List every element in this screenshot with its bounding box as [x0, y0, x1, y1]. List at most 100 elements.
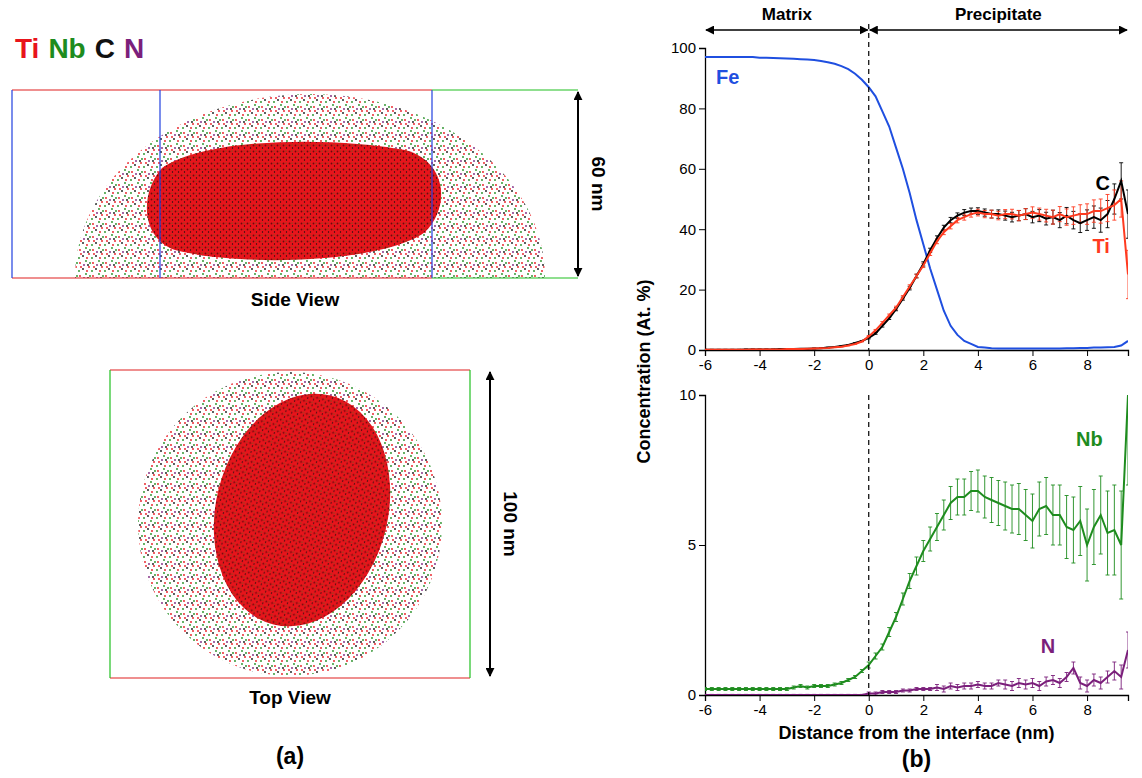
- scale-arrow: [489, 372, 491, 676]
- tick: 8: [1083, 350, 1091, 373]
- matrix-cloud: [138, 372, 442, 676]
- view-frame: [432, 277, 578, 278]
- axis-line: [699, 49, 706, 351]
- series-line: [705, 650, 1128, 695]
- line-chart: -6 -4 -2 0 2 4 6 8 0 5 10 Nb N Distance from the inte…: [679, 305, 1130, 743]
- panel-b: -6-4-202468020406080100FeCTi-6-4-2024680…: [634, 5, 1130, 772]
- tick: 8: [1083, 695, 1091, 718]
- tick: 60: [679, 160, 705, 177]
- series-line: [705, 57, 1128, 348]
- error-bars: [705, 163, 1128, 350]
- interface-line: [868, 395, 869, 695]
- region-label: Matrix: [762, 5, 813, 24]
- tick: 0: [865, 695, 873, 718]
- tick-label: 2: [920, 701, 928, 718]
- tick-mark: [699, 350, 705, 351]
- axis-line: [706, 696, 1129, 702]
- view-frame: [11, 90, 12, 278]
- series-line: [705, 395, 1128, 689]
- x-axis-title: Distance from the interface (nm): [778, 723, 1054, 743]
- tick: -2: [808, 695, 821, 718]
- plot-data: [705, 395, 1128, 695]
- tick: 2: [920, 695, 928, 718]
- panel-letter: (a): [276, 743, 304, 769]
- axis-line: [699, 396, 706, 696]
- element-legend-entry: Ti: [15, 33, 39, 64]
- series-label: Fe: [716, 66, 739, 88]
- precipitate-cloud: [190, 375, 414, 646]
- tick: -6: [699, 350, 712, 373]
- y-axis-title: Concentration (At. %): [634, 280, 654, 464]
- series-label: Nb: [1076, 428, 1103, 450]
- view-frame: [12, 277, 432, 278]
- tick-label: 8: [1083, 701, 1091, 718]
- tick-mark: [699, 108, 705, 109]
- tick-label: -4: [753, 701, 766, 718]
- tick: 10: [679, 386, 705, 403]
- y-axis: 0 5 10: [679, 386, 705, 703]
- interface-line: [868, 24, 869, 350]
- view-frame: [109, 370, 110, 678]
- series-label: N: [1041, 635, 1055, 657]
- tick: 6: [1029, 695, 1037, 718]
- view-frame: [431, 90, 432, 278]
- tick-mark: [699, 395, 705, 396]
- scale-arrow: [577, 92, 579, 276]
- tick-label: 0: [865, 356, 873, 373]
- y-axis: 0 20 40 60 80 100: [671, 39, 706, 358]
- view-title: Top View: [249, 687, 331, 708]
- region-arrow: [706, 29, 868, 31]
- series-label: Ti: [1092, 235, 1109, 257]
- tick-mark: [699, 169, 705, 170]
- tick: 6: [1029, 350, 1037, 373]
- tick: 5: [688, 536, 705, 553]
- tick: 4: [974, 695, 982, 718]
- tick-label: 80: [679, 100, 696, 117]
- element-legend-entry: C: [95, 33, 115, 64]
- tick-label: 5: [688, 536, 696, 553]
- tick: 40: [679, 221, 705, 238]
- tick-label: 6: [1029, 356, 1037, 373]
- region-arrow: [870, 29, 1127, 31]
- tick: 2: [920, 350, 928, 373]
- tick-mark: [699, 229, 705, 230]
- view-frame: [110, 677, 470, 678]
- tick: 100: [671, 39, 705, 56]
- view-title: Side View: [251, 289, 340, 310]
- tick-label: -6: [699, 701, 712, 718]
- tick: 4: [974, 350, 982, 373]
- error-bars: [705, 395, 1128, 691]
- series-line: [705, 199, 1128, 350]
- matrix-cloud: [75, 94, 545, 278]
- x-axis: -6 -4 -2 0 2 4 6 8: [699, 350, 1129, 373]
- region-label: Precipitate: [955, 5, 1042, 24]
- series-label: C: [1095, 172, 1109, 194]
- tick-label: 20: [679, 281, 696, 298]
- tick-label: 60: [679, 160, 696, 177]
- tick-label: -4: [753, 356, 766, 373]
- line-chart: -6-4-202468020406080100FeCTi: [671, 39, 1130, 372]
- tick-mark: [699, 290, 705, 291]
- tick-label: -2: [808, 701, 821, 718]
- element-legend-entry: Nb: [48, 33, 85, 64]
- tick: -6: [699, 695, 712, 718]
- x-axis: -6 -4 -2 0 2 4 6 8: [699, 695, 1129, 718]
- panel-letter: (b): [902, 746, 931, 772]
- plot-data: [705, 57, 1128, 350]
- series-line: [705, 181, 1128, 350]
- tick-mark: [699, 48, 705, 49]
- error-bars: [705, 632, 1128, 695]
- element-legend-entry: N: [124, 33, 144, 64]
- tick-mark: [699, 695, 705, 696]
- tick-label: -2: [808, 356, 821, 373]
- view-frame: [432, 89, 578, 90]
- tick: 0: [688, 341, 705, 358]
- tick-label: 8: [1083, 356, 1091, 373]
- tick-label: 0: [688, 686, 696, 703]
- tick-label: 6: [1029, 701, 1037, 718]
- scale-label: 60 nm: [588, 157, 609, 212]
- view-frame: [469, 370, 470, 678]
- tick-label: 10: [679, 386, 696, 403]
- view-frame: [110, 369, 470, 370]
- tick: -4: [753, 695, 766, 718]
